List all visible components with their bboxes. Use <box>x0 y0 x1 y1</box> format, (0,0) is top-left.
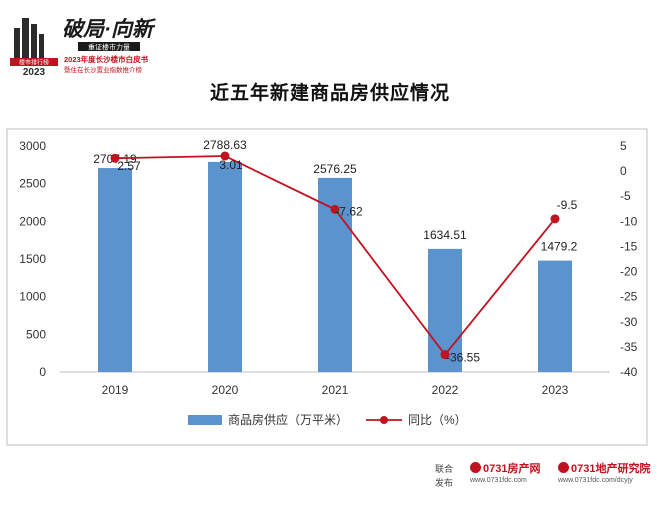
co-label-line1: 联合 <box>434 464 453 474</box>
bar-data-label: 2788.63 <box>203 138 247 152</box>
bar-2019 <box>98 168 132 372</box>
yoy-point-2020 <box>220 151 230 161</box>
x-tick-label: 2021 <box>322 383 349 397</box>
partner2-name: 地产研究院 <box>595 463 651 475</box>
y-left-tick-label: 2000 <box>19 214 46 228</box>
partner-fdc: 0731房产网 www.0731fdc.com <box>470 460 540 484</box>
yoy-point-2023 <box>550 214 560 224</box>
y-right-tick-label: -15 <box>620 239 638 253</box>
yoy-data-label: 3.01 <box>219 158 243 172</box>
y-right-tick-label: -20 <box>620 265 638 279</box>
chart-frame <box>6 128 648 446</box>
y-right-tick-label: 0 <box>620 164 627 178</box>
page-title: 近五年新建商品房供应情况 <box>209 83 450 104</box>
y-right-tick-label: -40 <box>620 365 638 379</box>
partner1-url: www.0731fdc.com <box>470 477 527 484</box>
logo-slogan: 破局·向新 <box>62 17 157 41</box>
bar-data-label: 1634.51 <box>423 228 467 242</box>
y-right-tick-label: -10 <box>620 214 638 228</box>
legend-bar-label: 商品房供应（万平米） <box>228 412 348 427</box>
legend-bar-swatch <box>188 415 222 425</box>
logo-year: 2023 <box>23 67 46 76</box>
yoy-data-label: -9.5 <box>557 198 578 212</box>
yoy-data-label: -7.62 <box>335 204 363 218</box>
x-tick-label: 2020 <box>212 383 239 397</box>
x-tick-label: 2022 <box>432 383 459 397</box>
bar-data-label: 2576.25 <box>313 162 357 176</box>
bar-data-label: 1479.2 <box>541 240 578 254</box>
y-left-tick-label: 0 <box>39 365 46 379</box>
logo-subtitle: 重证楼市力量 <box>88 43 130 52</box>
y-left-tick-label: 500 <box>26 327 46 341</box>
yoy-point-2021 <box>330 204 340 214</box>
legend-line-marker <box>380 416 388 424</box>
y-left-tick-label: 2500 <box>19 177 46 191</box>
logo-subtitle-bg <box>78 42 140 51</box>
yoy-data-label: 2.57 <box>117 159 141 173</box>
partner1-num: 0731 <box>483 463 508 475</box>
partner1-name: 房产网 <box>507 463 541 475</box>
logo-line2: 暨住在长沙置业指数推介榜 <box>64 65 143 74</box>
yoy-data-label: -36.55 <box>446 351 480 365</box>
logo-line1: 2023年度长沙楼市白皮书 <box>64 54 149 64</box>
rank-tag: 楼市排行榜 <box>19 59 49 67</box>
legend-line-label: 同比（%） <box>408 413 467 427</box>
y-right-tick-label: -35 <box>620 340 638 354</box>
footer: 联合 发布 0731房产网 www.0731fdc.com 0731地产研究院 … <box>430 458 660 498</box>
y-right-tick-label: -25 <box>620 290 638 304</box>
bar-2023 <box>538 260 572 372</box>
co-label-line2: 发布 <box>434 478 453 488</box>
legend: 商品房供应（万平米） 同比（%） <box>188 412 467 427</box>
x-tick-label: 2023 <box>542 383 569 397</box>
partner2-num: 0731 <box>571 463 596 475</box>
building-icon <box>14 18 44 60</box>
bar-2020 <box>208 161 242 372</box>
yoy-point-2022 <box>440 350 450 360</box>
logo: 楼市排行榜 2023 破局·向新 重证楼市力量 2023年度长沙楼市白皮书 暨住… <box>10 17 157 76</box>
co-publish-label: 联合 发布 <box>430 462 458 490</box>
yoy-point-2019 <box>110 153 120 163</box>
y-right-tick-label: 5 <box>620 139 627 153</box>
y-left-tick-label: 1000 <box>19 290 46 304</box>
y-left-tick-label: 1500 <box>19 252 46 266</box>
partner2-url: www.0731fdc.com/dcyjy <box>558 477 633 484</box>
y-right-tick-label: -5 <box>620 189 631 203</box>
fdc-logo-icon <box>470 462 481 473</box>
y-right-tick-label: -30 <box>620 315 638 329</box>
y-left-tick-label: 3000 <box>19 139 46 153</box>
x-tick-label: 2019 <box>102 383 129 397</box>
research-logo-icon <box>558 462 569 473</box>
partner-research: 0731地产研究院 www.0731fdc.com/dcyjy <box>558 460 650 484</box>
rank-tag-bg <box>10 58 58 66</box>
